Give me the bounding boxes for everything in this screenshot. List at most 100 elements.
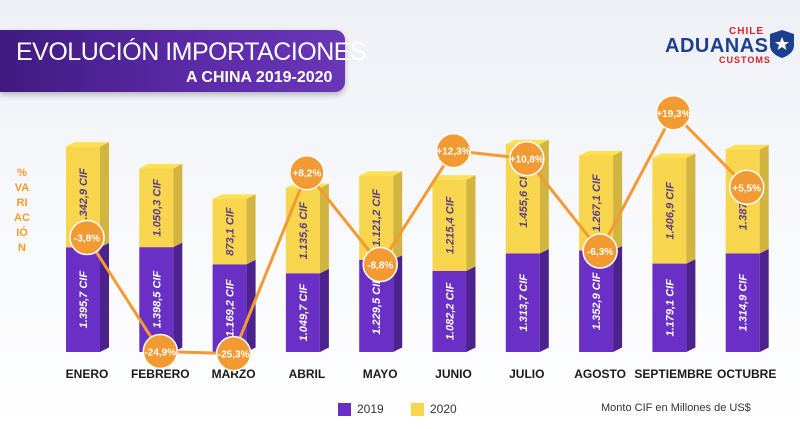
variation-label-5: +12,3% bbox=[436, 147, 470, 158]
variation-label-6: +10,8% bbox=[510, 155, 544, 166]
category-label-8: SEPTIEMBRE bbox=[634, 367, 712, 381]
bar-2020-side-0 bbox=[100, 142, 109, 248]
variation-point-8 bbox=[655, 95, 692, 131]
label-2020-7: 1.267,1 CIF bbox=[591, 174, 603, 232]
label-2019-9: 1.314,9 CIF bbox=[738, 274, 750, 332]
bar-2020-2 bbox=[212, 198, 247, 265]
bar-2020-side-8 bbox=[686, 153, 696, 264]
bar-2019-side-2 bbox=[246, 259, 256, 352]
legend-label-2020: 2020 bbox=[430, 402, 457, 416]
label-2020-5: 1.215,4 CIF bbox=[445, 196, 457, 254]
variation-point-1 bbox=[142, 333, 179, 370]
bar-2019-side-5 bbox=[466, 266, 476, 352]
bar-2019-8 bbox=[652, 263, 687, 352]
bar-2020-top-7 bbox=[579, 151, 623, 156]
bar-2020-1 bbox=[139, 168, 174, 248]
category-label-2: MARZO bbox=[212, 367, 256, 381]
category-label-0: ENERO bbox=[66, 367, 109, 381]
legend-item-2020: 2020 bbox=[411, 402, 457, 417]
bar-2020-top-4 bbox=[359, 171, 403, 176]
category-label-4: MAYO bbox=[363, 367, 398, 381]
bar-2020-top-2 bbox=[212, 194, 256, 199]
unit-note: Monto CIF en Millones de US$ bbox=[601, 402, 751, 414]
variation-line bbox=[85, 111, 748, 356]
title-sub: A CHINA 2019-2020 bbox=[186, 69, 333, 86]
variation-point-4 bbox=[362, 246, 398, 283]
bar-2019-6 bbox=[505, 253, 540, 352]
bar-2019-side-7 bbox=[613, 246, 623, 352]
variation-point-3 bbox=[289, 154, 325, 191]
bar-2019-side-9 bbox=[759, 248, 769, 352]
label-2019-6: 1.313,7 CIF bbox=[518, 274, 530, 332]
variation-label-2: -25,3% bbox=[218, 350, 250, 361]
bar-2020-side-2 bbox=[246, 194, 256, 265]
bar-2019-0 bbox=[66, 247, 100, 352]
bar-2019-side-1 bbox=[173, 242, 183, 352]
bar-2019-side-3 bbox=[319, 268, 329, 352]
variation-label-9: +5,5% bbox=[732, 183, 761, 194]
variation-line-group: -3,8% -24,9% -25,3% +8,2% -8,8% +12,3% +10,8% -… bbox=[69, 95, 765, 372]
bar-2020-side-6 bbox=[539, 139, 549, 254]
legend-item-2019: 2019 bbox=[338, 402, 384, 417]
variation-label-4: -8,8% bbox=[367, 261, 393, 272]
label-2019-7: 1.352,9 CIF bbox=[591, 272, 603, 330]
label-2020-3: 1.135,6 CIF bbox=[298, 202, 310, 260]
category-label-3: ABRIL bbox=[289, 367, 326, 381]
bar-2020-side-5 bbox=[466, 175, 476, 271]
legend-swatch-2020 bbox=[411, 403, 424, 417]
label-2019-1: 1.398,5 CIF bbox=[151, 271, 163, 329]
label-2020-4: 1.121,2 CIF bbox=[371, 189, 383, 247]
legend-label-2019: 2019 bbox=[357, 402, 384, 416]
bar-2020-top-8 bbox=[652, 153, 696, 159]
aduanas-logo: CHILE ADUANAS CUSTOMS bbox=[665, 26, 795, 67]
variation-point-9 bbox=[728, 169, 765, 206]
bar-2020-side-9 bbox=[759, 144, 769, 254]
category-label-5: JUNIO bbox=[435, 367, 472, 381]
bar-2020-side-4 bbox=[393, 171, 403, 260]
bar-2019-5 bbox=[432, 270, 467, 352]
label-2020-8: 1.406,9 CIF bbox=[664, 182, 676, 240]
bar-2020-side-1 bbox=[173, 163, 183, 248]
label-2019-5: 1.082,2 CIF bbox=[445, 282, 457, 340]
customs-badge-icon bbox=[770, 30, 794, 58]
bar-2020-top-9 bbox=[725, 144, 769, 150]
bar-2020-top-1 bbox=[139, 163, 183, 169]
category-label-9: OCTUBRE bbox=[717, 367, 776, 381]
bar-2019-9 bbox=[725, 253, 760, 352]
bar-2020-top-5 bbox=[432, 175, 476, 180]
label-2019-3: 1.049,7 CIF bbox=[298, 284, 310, 342]
legend-swatch-2019 bbox=[338, 403, 351, 417]
logo-aduanas-text: ADUANAS bbox=[665, 35, 769, 57]
category-label-6: JULIO bbox=[509, 367, 544, 381]
label-2019-4: 1.229,5 CIF bbox=[371, 277, 383, 335]
bar-2019-side-4 bbox=[393, 255, 403, 352]
variation-point-0 bbox=[69, 219, 105, 256]
variation-label-8: +19,3% bbox=[656, 109, 690, 120]
label-2020-1: 1.050,3 CIF bbox=[151, 179, 163, 237]
label-2020-0: 1.342,9 CIF bbox=[78, 168, 90, 226]
variation-point-2 bbox=[215, 335, 252, 372]
category-label-7: AGOSTO bbox=[574, 367, 626, 381]
variation-label-3: +8,2% bbox=[293, 169, 322, 180]
bar-2020-top-0 bbox=[66, 142, 109, 147]
bar-2019-3 bbox=[285, 273, 320, 352]
label-2019-2: 1.169,2 CIF bbox=[225, 279, 237, 337]
y-axis-label: % VARIACIÓN bbox=[14, 167, 30, 254]
label-2020-6: 1.455,6 CIF bbox=[518, 170, 530, 228]
bar-2020-5 bbox=[432, 179, 467, 271]
bar-2020-8 bbox=[652, 158, 687, 264]
variation-label-1: -24,9% bbox=[144, 347, 176, 358]
logo-customs-text: CUSTOMS bbox=[719, 55, 771, 65]
title-banner: EVOLUCIÓN IMPORTACIONES A CHINA 2019-202… bbox=[0, 30, 367, 92]
variation-point-7 bbox=[582, 233, 618, 269]
variation-point-6 bbox=[509, 140, 545, 177]
label-2020-2: 873,1 CIF bbox=[225, 207, 237, 256]
variation-label-7: -6,3% bbox=[587, 247, 613, 258]
logo-chile-text: CHILE bbox=[729, 26, 764, 37]
bar-2019-side-6 bbox=[539, 248, 549, 352]
bar-2020-side-3 bbox=[319, 183, 329, 274]
label-2019-0: 1.395,7 CIF bbox=[78, 271, 90, 329]
bar-2020-side-7 bbox=[613, 151, 623, 251]
bar-2019-side-8 bbox=[686, 259, 696, 352]
